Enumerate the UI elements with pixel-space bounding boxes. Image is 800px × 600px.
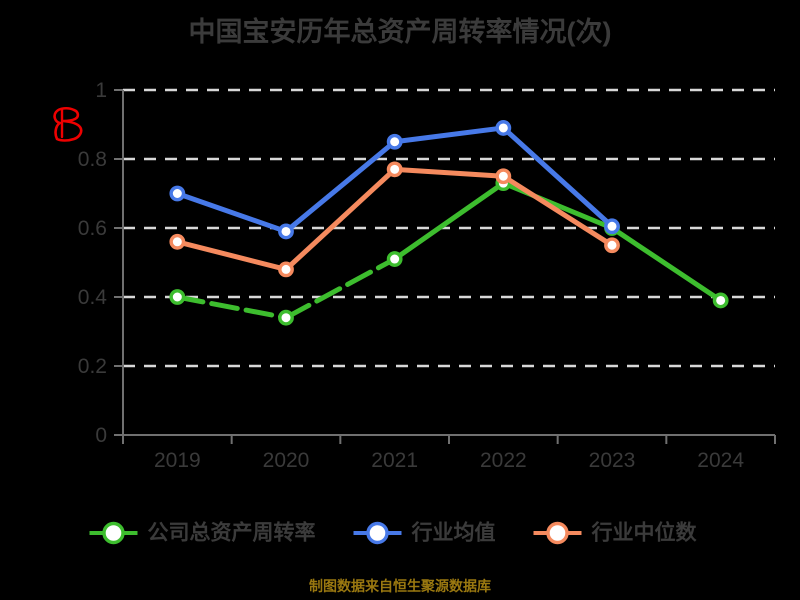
series-line-segment <box>500 173 615 248</box>
chart-title: 中国宝安历年总资产周转率情况(次) <box>188 17 612 47</box>
legend-marker-swatch <box>546 521 569 545</box>
red-stamp-watermark <box>53 106 83 142</box>
x-tick-label-2020: 2020 <box>263 449 310 472</box>
data-point-marker <box>495 120 512 136</box>
axes-group <box>114 89 776 444</box>
data-point-marker <box>604 218 620 235</box>
y-tick-label-0.6: 0.6 <box>78 217 107 240</box>
y-tick-label-1: 1 <box>95 79 107 102</box>
series-line-segment <box>283 139 398 234</box>
y-tick-label-0.2: 0.2 <box>78 355 107 378</box>
legend-marker-swatch <box>366 521 389 545</box>
legend-label: 行业中位数 <box>591 521 698 545</box>
series-3 <box>169 161 620 278</box>
data-point-marker <box>386 133 403 150</box>
x-tick-label-2024: 2024 <box>697 449 744 472</box>
legend-label: 行业均值 <box>411 521 496 545</box>
legend-item-1[interactable]: 公司总资产周转率 <box>89 521 316 545</box>
data-point-marker <box>169 185 186 202</box>
legend-item-2[interactable]: 行业均值 <box>353 521 496 545</box>
series-2 <box>169 120 620 240</box>
series-line-segment <box>392 125 506 145</box>
gridlines-group <box>123 88 775 368</box>
legend-item-3[interactable]: 行业中位数 <box>533 521 698 545</box>
series-line-segment <box>174 191 289 234</box>
series-line-segment <box>609 225 724 303</box>
y-tick-label-0.4: 0.4 <box>78 286 108 309</box>
data-point-marker <box>712 292 729 309</box>
data-series-group <box>169 120 729 326</box>
series-line-segment <box>283 166 398 272</box>
data-point-marker <box>604 237 620 254</box>
x-tick-label-2022: 2022 <box>480 449 527 472</box>
y-tick-label-0: 0 <box>95 424 107 447</box>
x-tick-label-2021: 2021 <box>371 449 418 472</box>
y-tick-label-0.8: 0.8 <box>78 148 107 171</box>
x-tick-label-2019: 2019 <box>154 449 201 472</box>
x-tick-label-2023: 2023 <box>589 449 636 472</box>
series-1 <box>169 175 729 326</box>
data-point-marker <box>495 168 512 185</box>
x-axis-tick-labels: 2019 2020 2021 2022 2023 2024 <box>154 449 744 472</box>
series-line-segment <box>500 180 615 231</box>
data-point-marker <box>169 233 186 250</box>
data-point-marker <box>278 261 294 278</box>
series-line-segment <box>283 256 398 321</box>
series-line-segment <box>392 166 506 179</box>
data-point-marker <box>386 161 403 178</box>
series-line-segment <box>174 239 289 272</box>
data-point-marker <box>278 223 294 240</box>
legend-marker-swatch <box>102 521 125 545</box>
data-point-marker <box>386 251 403 267</box>
data-point-marker <box>169 289 186 305</box>
series-line-segment <box>392 180 506 262</box>
data-point-marker <box>278 309 294 326</box>
series-line-segment <box>500 125 615 229</box>
source-note: 制图数据来自恒生聚源数据库 <box>309 578 491 594</box>
chart-legend: 公司总资产周转率 行业均值 行业中位数 <box>89 521 698 545</box>
series-line-segment <box>174 294 289 321</box>
y-axis-tick-labels: 0 0.2 0.4 0.6 0.8 1 <box>78 79 108 447</box>
legend-label: 公司总资产周转率 <box>148 521 316 545</box>
